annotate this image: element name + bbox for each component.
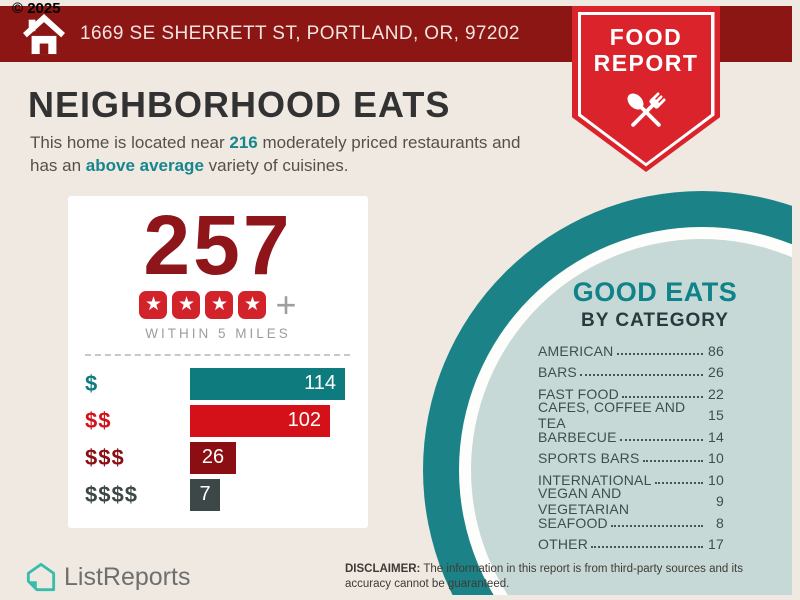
variety-highlight: above average xyxy=(85,155,204,175)
price-tier-label: $$$ xyxy=(85,444,125,470)
disclaimer-label: DISCLAIMER: xyxy=(345,563,421,575)
good-eats-title: GOOD EATS xyxy=(572,277,738,307)
star-icon: ★ xyxy=(172,290,201,319)
category-label: BARS xyxy=(538,364,577,381)
bar-value: 114 xyxy=(304,372,336,395)
list-item: BARBECUE 14 xyxy=(538,426,724,448)
category-label: AMERICAN xyxy=(538,342,614,359)
dotted-leader xyxy=(591,546,703,549)
good-eats-subtitle: BY CATEGORY xyxy=(581,310,729,331)
price-tier-label: $$ xyxy=(85,407,112,433)
copyright-watermark: © 2025 xyxy=(12,0,61,17)
star-rating: ★ ★ ★ ★ + xyxy=(68,283,368,325)
category-label: SEAFOOD xyxy=(538,514,608,531)
list-item: OTHER 17 xyxy=(538,534,724,556)
category-value: 9 xyxy=(716,493,724,510)
price-tier-label: $$$$ xyxy=(85,481,138,507)
category-list: AMERICAN 86 BARS 26 FAST FOOD 22 CAFES, COF… xyxy=(538,340,724,555)
restaurant-total-count: 257 xyxy=(143,198,293,292)
bar-row: $ 114 xyxy=(68,367,368,400)
intro-text-part: moderately priced restaurants and xyxy=(257,133,521,152)
home-icon xyxy=(23,13,65,55)
category-value: 26 xyxy=(708,364,724,381)
category-label: VEGAN AND VEGETARIAN xyxy=(538,485,630,518)
bar: 114 xyxy=(190,367,345,400)
list-item: SEAFOOD 8 xyxy=(538,512,724,534)
bar-row: $$ 102 xyxy=(68,404,368,437)
list-item: SPORTS BARS 10 xyxy=(538,448,724,470)
dotted-leader xyxy=(621,395,703,398)
intro-text-part: variety of cuisines. xyxy=(203,155,349,175)
category-value: 86 xyxy=(708,342,724,359)
category-value: 17 xyxy=(708,536,724,553)
list-item: VEGAN AND VEGETARIAN 9 xyxy=(538,485,724,517)
intro-text-part: has an xyxy=(30,155,86,175)
page-title: NEIGHBORHOOD EATS xyxy=(28,84,451,125)
category-label: OTHER xyxy=(538,536,588,553)
price-tier-label: $ xyxy=(85,370,99,396)
category-label: CAFES, COFFEE AND TEA xyxy=(538,399,686,432)
dotted-leader xyxy=(616,352,703,355)
bar-value: 102 xyxy=(287,409,321,432)
list-item: CAFES, COFFEE AND TEA 15 xyxy=(538,399,724,431)
listreports-logo: ListReports xyxy=(26,562,190,592)
list-item: INTERNATIONAL 10 xyxy=(538,469,724,491)
list-item: FAST FOOD 22 xyxy=(538,383,724,405)
dotted-leader xyxy=(610,524,703,527)
category-value: 15 xyxy=(708,407,724,424)
listreports-house-icon xyxy=(26,562,56,592)
dashed-divider xyxy=(85,353,350,356)
badge-inner-shape: FOOD REPORT xyxy=(581,15,711,163)
radius-caption: WITHIN 5 MILES xyxy=(145,325,291,341)
star-icon: ★ xyxy=(139,290,168,319)
bar-value: 26 xyxy=(201,446,225,469)
star-icon: ★ xyxy=(238,290,267,319)
category-value: 22 xyxy=(708,385,724,402)
bar: 26 xyxy=(190,441,236,474)
restaurant-count-card: 257 ★ ★ ★ ★ + WITHIN 5 MILES $ 114 $$ 10… xyxy=(68,196,368,528)
category-value: 8 xyxy=(716,514,724,531)
bar: 7 xyxy=(190,478,220,511)
listreports-wordmark: ListReports xyxy=(64,562,191,591)
bar: 102 xyxy=(190,404,330,437)
restaurant-count-highlight: 216 xyxy=(229,133,258,152)
category-value: 10 xyxy=(708,450,724,467)
bar-value: 7 xyxy=(199,483,211,506)
badge-title-line2: REPORT xyxy=(593,49,699,76)
category-label: FAST FOOD xyxy=(538,385,619,402)
price-tier-bar-chart: $ 114 $$ 102 $$$ 26 $$$$ 7 xyxy=(68,367,368,511)
category-label: SPORTS BARS xyxy=(538,450,640,467)
badge-title-line1: FOOD xyxy=(609,24,683,50)
category-label: INTERNATIONAL xyxy=(538,471,652,488)
bar-row: $$$ 26 xyxy=(68,441,368,474)
disclaimer-text: DISCLAIMER: The information in this repo… xyxy=(345,563,743,590)
property-address: 1669 SE SHERRETT ST, PORTLAND, OR, 97202 xyxy=(80,23,520,44)
plus-icon: + xyxy=(275,283,297,325)
category-value: 14 xyxy=(708,428,724,445)
dotted-leader xyxy=(619,438,703,441)
category-label: BARBECUE xyxy=(538,428,617,445)
intro-text: This home is located near 216 moderately… xyxy=(30,132,590,177)
list-item: BARS 26 xyxy=(538,362,724,384)
food-report-badge: FOOD REPORT xyxy=(572,6,720,172)
spoon-fork-icon xyxy=(627,91,666,127)
infographic-content: 1669 SE SHERRETT ST, PORTLAND, OR, 97202… xyxy=(0,6,792,595)
list-item: AMERICAN 86 xyxy=(538,340,724,362)
intro-text-part: This home is located near xyxy=(30,133,230,152)
dotted-leader xyxy=(579,374,703,377)
good-eats-heading: GOOD EATS BY CATEGORY xyxy=(555,277,755,332)
dotted-leader xyxy=(642,460,703,463)
star-icon: ★ xyxy=(205,290,234,319)
bar-row: $$$$ 7 xyxy=(68,478,368,511)
dotted-leader xyxy=(654,481,703,484)
category-value: 10 xyxy=(708,471,724,488)
